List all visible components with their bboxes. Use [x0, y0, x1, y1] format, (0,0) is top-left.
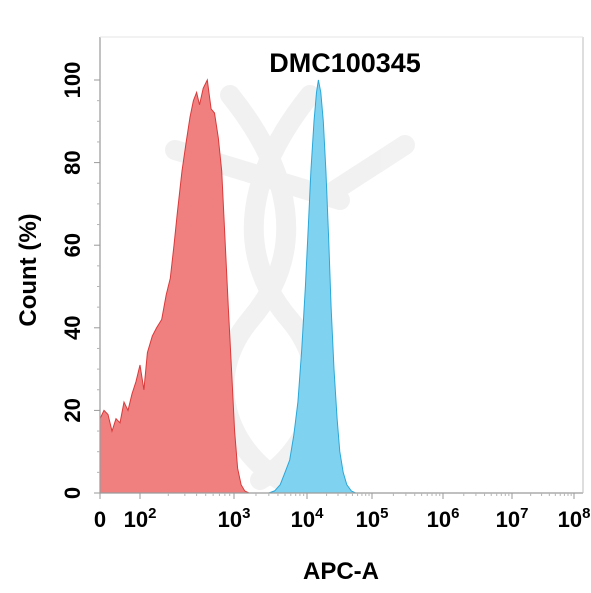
- x-axis-label: APC-A: [303, 558, 379, 585]
- y-tick-label-60: 60: [60, 233, 85, 257]
- x-tick-label: 0: [94, 507, 106, 532]
- y-tick-label-40: 40: [60, 316, 85, 340]
- x-tick-label: 107: [496, 505, 529, 532]
- x-tick-label: 108: [558, 505, 591, 532]
- x-tick-label: 106: [427, 505, 460, 532]
- histogram-series-2: [268, 79, 356, 494]
- x-tick-label: 103: [218, 505, 251, 532]
- y-tick-label-100: 100: [60, 62, 85, 99]
- histogram-series-1: [99, 78, 250, 494]
- chart-title: DMC100345: [269, 48, 421, 78]
- y-tick-label-0: 0: [60, 487, 85, 499]
- y-tick-label-20: 20: [60, 398, 85, 422]
- x-tick-label: 105: [356, 505, 389, 532]
- tick-labels-layer: 0 20 40 60 80 100 0 102 103 104 105 106 107 108: [60, 62, 590, 532]
- y-axis-label: Count (%): [15, 213, 42, 326]
- y-tick-label-80: 80: [60, 150, 85, 174]
- ticks-layer: [94, 79, 575, 499]
- x-tick-label: 104: [291, 505, 324, 532]
- series-layer: [99, 78, 356, 494]
- x-tick-label: 102: [124, 505, 157, 532]
